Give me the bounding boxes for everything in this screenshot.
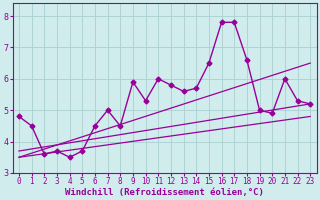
X-axis label: Windchill (Refroidissement éolien,°C): Windchill (Refroidissement éolien,°C) bbox=[65, 188, 264, 197]
